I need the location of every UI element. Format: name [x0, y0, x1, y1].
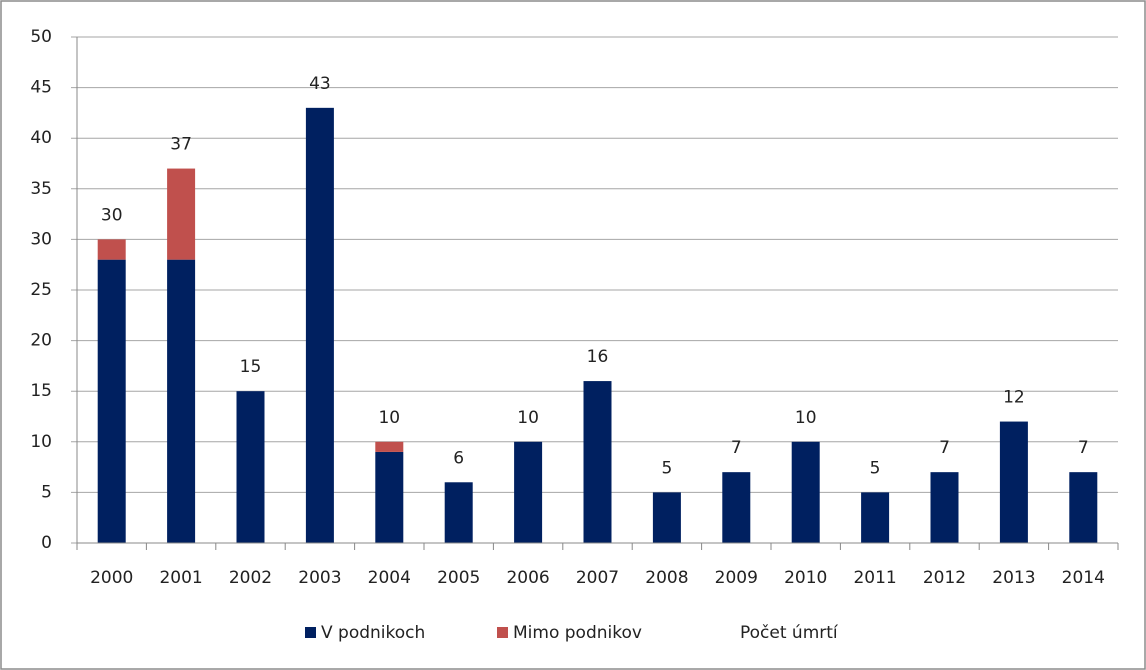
- y-tick-label: 0: [41, 533, 52, 553]
- data-label: 10: [795, 408, 817, 428]
- bar-segment: [583, 381, 612, 543]
- y-tick-label: 30: [30, 229, 52, 249]
- x-tick-label: 2000: [90, 568, 133, 588]
- x-tick-label: 2003: [298, 568, 341, 588]
- data-label: 37: [170, 135, 192, 155]
- x-tick-label: 2002: [229, 568, 272, 588]
- data-label: 5: [661, 458, 672, 478]
- bar-segment: [652, 492, 681, 543]
- bar-segment: [1069, 472, 1098, 543]
- legend-label: Počet úmrtí: [740, 623, 839, 643]
- data-label: 10: [378, 408, 400, 428]
- legend-label: V podnikoch: [321, 623, 425, 643]
- y-tick-label: 20: [30, 331, 52, 351]
- data-label: 7: [1078, 438, 1089, 458]
- bar-segment: [97, 239, 126, 260]
- bar-segment: [999, 421, 1028, 543]
- bar-segment: [236, 391, 265, 543]
- bar-segment: [167, 259, 196, 543]
- bar-segment: [514, 441, 543, 543]
- data-label: 15: [240, 357, 262, 377]
- bar-segment: [444, 482, 473, 543]
- y-tick-label: 50: [30, 27, 52, 47]
- bar-segment: [861, 492, 890, 543]
- data-label: 12: [1003, 388, 1025, 408]
- bar-segment: [791, 441, 820, 543]
- legend-marker: [305, 627, 316, 638]
- y-tick-label: 35: [30, 179, 52, 199]
- bar-segment: [167, 168, 196, 260]
- y-tick-label: 5: [41, 482, 52, 502]
- data-label: 30: [101, 205, 123, 225]
- bar-segment: [375, 441, 404, 452]
- data-label: 7: [939, 438, 950, 458]
- x-tick-label: 2012: [923, 568, 966, 588]
- bar-segment: [375, 451, 404, 543]
- x-tick-label: 2004: [368, 568, 411, 588]
- bar-segment: [722, 472, 751, 543]
- x-tick-label: 2005: [437, 568, 480, 588]
- bar-segment: [305, 107, 334, 543]
- x-tick-label: 2013: [992, 568, 1035, 588]
- y-tick-label: 15: [30, 381, 52, 401]
- x-tick-label: 2006: [506, 568, 549, 588]
- bar-segment: [97, 259, 126, 543]
- x-tick-label: 2010: [784, 568, 827, 588]
- legend-marker: [497, 627, 508, 638]
- x-tick-label: 2011: [853, 568, 896, 588]
- y-tick-label: 10: [30, 432, 52, 452]
- x-tick-label: 2008: [645, 568, 688, 588]
- x-tick-label: 2001: [159, 568, 202, 588]
- legend-label: Mimo podnikov: [513, 623, 642, 643]
- data-label: 10: [517, 408, 539, 428]
- bar-segment: [930, 472, 959, 543]
- x-tick-label: 2007: [576, 568, 619, 588]
- data-label: 6: [453, 448, 464, 468]
- y-tick-label: 25: [30, 280, 52, 300]
- y-tick-label: 40: [30, 128, 52, 148]
- data-label: 43: [309, 74, 331, 94]
- x-tick-label: 2009: [715, 568, 758, 588]
- data-label: 5: [870, 458, 881, 478]
- x-tick-label: 2014: [1062, 568, 1105, 588]
- data-label: 7: [731, 438, 742, 458]
- data-label: 16: [587, 347, 609, 367]
- y-tick-label: 45: [30, 78, 52, 98]
